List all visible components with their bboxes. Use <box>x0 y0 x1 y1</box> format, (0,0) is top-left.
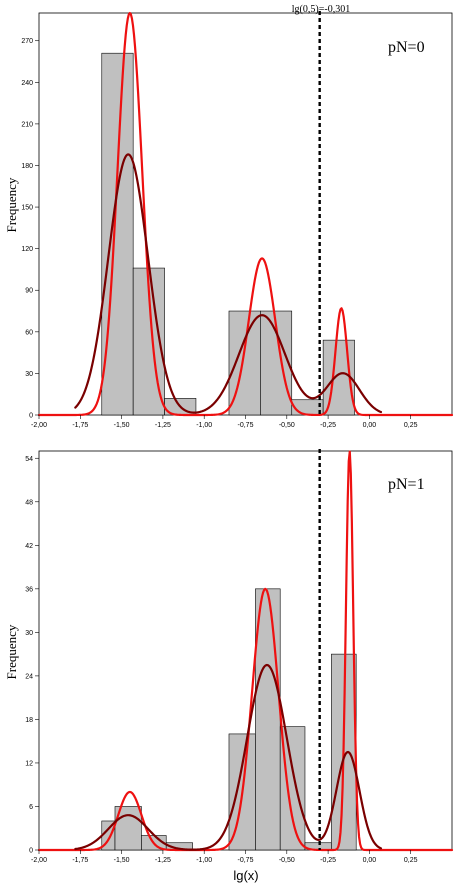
x-tick-label: -1,75 <box>72 857 88 864</box>
y-tick-label: 30 <box>25 630 33 637</box>
histogram-bar <box>101 52 134 416</box>
x-tick-label: -0,25 <box>320 422 336 429</box>
x-tick-label: 0,25 <box>404 857 418 864</box>
y-tick-label: 180 <box>21 163 33 170</box>
y-tick-label: 60 <box>25 329 33 336</box>
x-tick-label: -0,50 <box>279 857 295 864</box>
y-tick-label: 36 <box>25 586 33 593</box>
histogram-panel-pn0: 0 30 60 90 120 150 180 210 240 270 -2,00 -1,75 -1,5… <box>4 4 454 429</box>
y-tick-label: 54 <box>25 456 33 463</box>
panel-label: pN=0 <box>388 39 425 56</box>
y-tick-label: 0 <box>29 413 33 420</box>
x-tick-label: -1,25 <box>155 857 171 864</box>
y-axis-title: Frequency <box>4 177 19 232</box>
y-tick-label: 24 <box>25 673 33 680</box>
panel-label: pN=1 <box>388 476 425 493</box>
curve-group <box>37 450 454 852</box>
reference-line-label: lg(0,5)=-0,301 <box>292 4 350 15</box>
y-tick-label: 240 <box>21 80 33 87</box>
x-tick-label: 0,00 <box>363 422 377 429</box>
y-tick-label: 270 <box>21 38 33 45</box>
y-tick-label: 120 <box>21 246 33 253</box>
fit-curve-red <box>37 11 454 417</box>
y-tick-label: 210 <box>21 121 33 128</box>
y-axis: 0 30 60 90 120 150 180 210 240 270 <box>21 38 39 420</box>
y-tick-label: 18 <box>25 717 33 724</box>
x-tick-label: -0,25 <box>320 857 336 864</box>
histogram-bar <box>255 588 281 851</box>
curve-group <box>37 11 454 417</box>
y-axis: 0 6 12 18 24 30 36 42 48 54 <box>25 456 39 855</box>
fit-curve-dark <box>74 153 383 414</box>
fit-curve-red <box>37 450 454 852</box>
x-tick-label: 0,25 <box>404 422 418 429</box>
y-tick-label: 150 <box>21 205 33 212</box>
y-tick-label: 30 <box>25 371 33 378</box>
x-tick-label: -1,50 <box>114 422 130 429</box>
x-tick-label: -1,00 <box>196 422 212 429</box>
y-axis-title: Frequency <box>4 624 19 679</box>
x-tick-label: -2,00 <box>31 422 47 429</box>
x-axis-title: lg(x) <box>233 868 258 883</box>
x-tick-label: -1,25 <box>155 422 171 429</box>
x-tick-label: -0,75 <box>238 422 254 429</box>
x-axis: -2,00 -1,75 -1,50 -1,25 -1,00 -0,75 -0,50 -0,25… <box>31 850 418 864</box>
y-tick-label: 48 <box>25 499 33 506</box>
x-tick-label: -0,75 <box>238 857 254 864</box>
x-axis: -2,00 -1,75 -1,50 -1,25 -1,00 -0,75 -0,50 -0,25… <box>31 415 418 429</box>
fit-curve-dark <box>74 663 383 851</box>
x-tick-label: 0,00 <box>363 857 377 864</box>
x-tick-label: -0,50 <box>279 422 295 429</box>
histogram-bar <box>291 399 324 416</box>
y-tick-label: 42 <box>25 543 33 550</box>
x-tick-label: -1,50 <box>114 857 130 864</box>
x-tick-label: -1,75 <box>72 422 88 429</box>
y-tick-label: 90 <box>25 288 33 295</box>
y-tick-label: 6 <box>29 804 33 811</box>
x-tick-label: -1,00 <box>196 857 212 864</box>
y-tick-label: 0 <box>29 848 33 855</box>
y-tick-label: 12 <box>25 760 33 767</box>
x-tick-label: -2,00 <box>31 857 47 864</box>
